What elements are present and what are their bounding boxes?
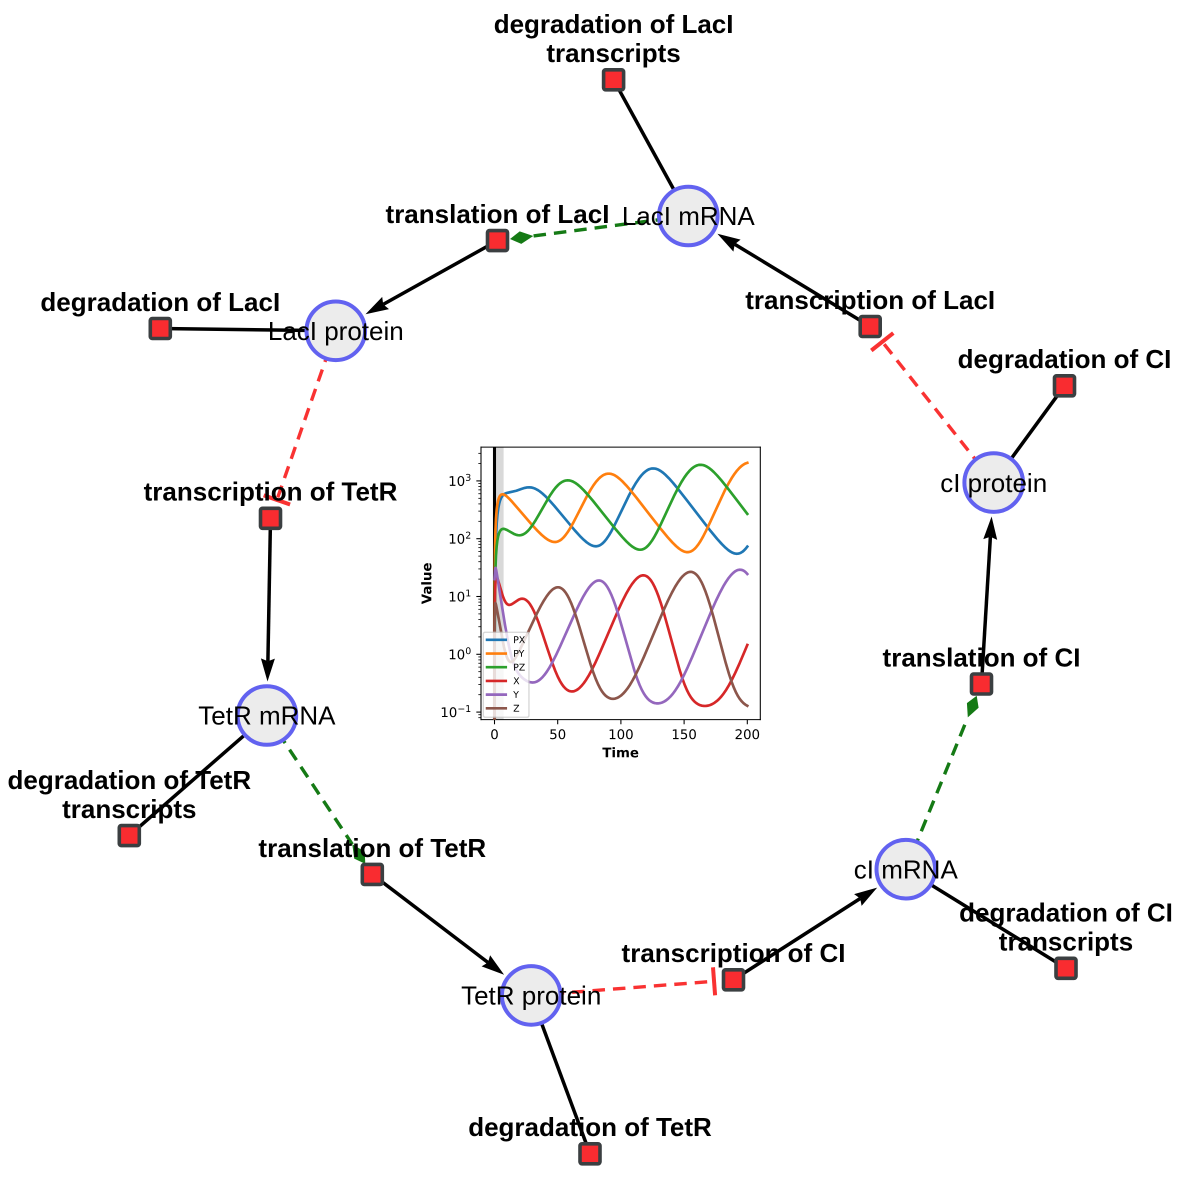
svg-text:TetR mRNA: TetR mRNA	[198, 701, 336, 731]
svg-text:transcription of CI: transcription of CI	[622, 938, 846, 968]
svg-text:TetR protein: TetR protein	[461, 981, 601, 1011]
svg-text:degradation of LacI: degradation of LacI	[494, 9, 734, 39]
svg-text:LacI protein: LacI protein	[268, 316, 404, 346]
svg-text:cI mRNA: cI mRNA	[854, 854, 959, 884]
svg-text:degradation of CI: degradation of CI	[958, 344, 1172, 374]
svg-text:cI protein: cI protein	[940, 468, 1047, 498]
svg-text:LacI mRNA: LacI mRNA	[622, 201, 756, 231]
svg-text:translation of LacI: translation of LacI	[386, 199, 610, 229]
svg-text:degradation of TetR: degradation of TetR	[7, 765, 251, 795]
svg-text:transcripts: transcripts	[999, 927, 1133, 957]
svg-text:transcripts: transcripts	[546, 38, 680, 68]
svg-text:degradation of LacI: degradation of LacI	[40, 287, 280, 317]
svg-text:degradation of TetR: degradation of TetR	[468, 1112, 712, 1142]
svg-text:translation of TetR: translation of TetR	[258, 833, 486, 863]
svg-text:degradation of CI: degradation of CI	[959, 898, 1173, 928]
svg-text:transcripts: transcripts	[62, 794, 196, 824]
svg-text:transcription of TetR: transcription of TetR	[144, 477, 398, 507]
svg-text:transcription of LacI: transcription of LacI	[745, 285, 995, 315]
svg-text:translation of CI: translation of CI	[883, 642, 1081, 672]
